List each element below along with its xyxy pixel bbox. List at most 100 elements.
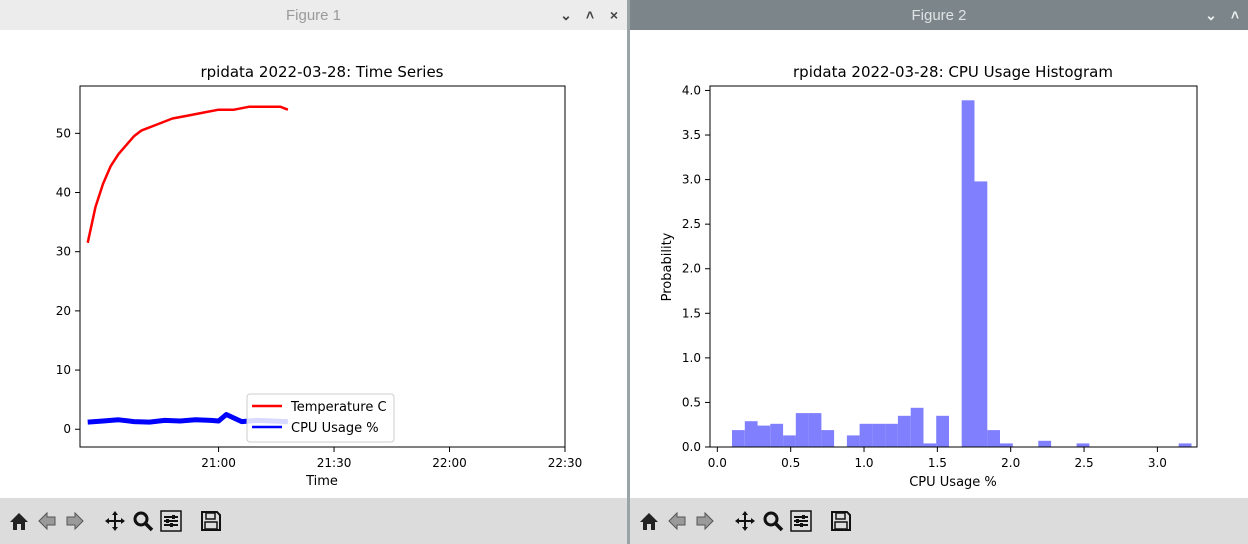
configure-subplots-button[interactable] (158, 508, 184, 534)
back-button[interactable] (34, 508, 60, 534)
histogram-bar (795, 413, 809, 447)
zoom-icon (763, 511, 784, 532)
back-button[interactable] (664, 508, 690, 534)
time-series-chart[interactable]: rpidata 2022-03-28: Time Series 0 10 20 30 4… (0, 30, 627, 498)
home-icon (640, 513, 658, 530)
window-title: Figure 2 (911, 6, 967, 24)
histogram-bar (770, 423, 784, 447)
y-tick-label: 50 (56, 126, 71, 140)
y-tick-label: 1.0 (682, 351, 701, 365)
histogram-bar (936, 415, 949, 447)
figure-2-titlebar[interactable]: Figure 2 ⌄ ˄ (630, 0, 1248, 30)
figure-1-titlebar[interactable]: Figure 1 ⌄ ˄ × (0, 0, 627, 30)
maximize-button[interactable]: ˄ (1230, 7, 1240, 23)
histogram-bar (1000, 443, 1013, 447)
x-tick-label: 21:30 (317, 456, 352, 470)
save-button[interactable] (198, 508, 224, 534)
window-divider (627, 0, 630, 544)
close-button[interactable]: × (609, 7, 619, 23)
navigation-toolbar (0, 498, 627, 544)
axes-frame (79, 85, 566, 448)
x-tick-label: 3.0 (1148, 456, 1167, 470)
histogram-bar (885, 423, 898, 447)
x-tick-label: 1.5 (928, 456, 947, 470)
x-tick-label: 22:30 (548, 456, 583, 470)
y-axis-label: Probability (660, 232, 675, 301)
histogram-bar (783, 435, 796, 447)
x-tick-label: 21:00 (201, 456, 236, 470)
figure-2-window: Figure 2 ⌄ ˄ rpidata 2022-03-28: CPU Usa… (630, 0, 1248, 544)
forward-arrow-icon (66, 511, 84, 531)
figure-1-window: Figure 1 ⌄ ˄ × rpidata 2022-03-28: Time … (0, 0, 627, 544)
histogram-bar (923, 443, 937, 447)
configure-subplots-button[interactable] (788, 508, 814, 534)
home-button[interactable] (6, 508, 32, 534)
y-tick-label: 3.0 (682, 173, 701, 187)
histogram-bar (821, 430, 835, 447)
y-tick-label: 30 (56, 245, 71, 259)
x-tick-label: 2.5 (1075, 456, 1094, 470)
save-button[interactable] (828, 508, 854, 534)
chart-title: rpidata 2022-03-28: CPU Usage Histogram (793, 63, 1113, 81)
histogram-bar (1038, 440, 1052, 447)
y-tick-label: 0 (63, 422, 71, 436)
histogram-bar (974, 181, 988, 447)
y-tick-label: 40 (56, 186, 71, 200)
histogram-bar (744, 421, 758, 447)
configure-subplots-icon (160, 510, 182, 532)
minimize-button[interactable]: ⌄ (1205, 6, 1217, 23)
histogram-bar (987, 430, 1000, 447)
pan-icon (735, 511, 755, 531)
y-tick-label: 2.5 (682, 217, 701, 231)
histogram-bar (732, 430, 745, 447)
chart-title: rpidata 2022-03-28: Time Series (200, 63, 443, 81)
zoom-button[interactable] (760, 508, 786, 534)
histogram-bar (1076, 443, 1090, 447)
y-tick-label: 3.5 (682, 128, 701, 142)
zoom-icon (133, 511, 154, 532)
y-tick-label: 2.0 (682, 262, 701, 276)
zoom-button[interactable] (130, 508, 156, 534)
x-axis-label: Time (305, 474, 338, 489)
x-axis-label: CPU Usage % (909, 475, 997, 490)
x-tick-label: 22:00 (432, 456, 467, 470)
histogram-bar (859, 423, 873, 447)
save-icon (201, 511, 221, 531)
home-button[interactable] (636, 508, 662, 534)
histogram-bar (1178, 443, 1192, 447)
minimize-button[interactable]: ⌄ (560, 6, 572, 23)
histogram-bar (846, 435, 860, 447)
legend: Temperature C CPU Usage % (246, 393, 395, 443)
axes-frame (709, 85, 1198, 448)
histogram-bar (872, 423, 886, 447)
histogram-bar (961, 100, 975, 448)
pan-icon (105, 511, 125, 531)
pan-button[interactable] (102, 508, 128, 534)
histogram-bar (757, 425, 771, 447)
back-arrow-icon (38, 511, 56, 531)
configure-subplots-icon (790, 510, 812, 532)
window-title: Figure 1 (285, 6, 342, 24)
temperature-series-line (86, 105, 289, 244)
y-tick-label: 4.0 (682, 83, 701, 97)
pan-button[interactable] (732, 508, 758, 534)
forward-arrow-icon (696, 511, 714, 531)
y-tick-label: 20 (56, 304, 71, 318)
maximize-button[interactable]: ˄ (585, 7, 595, 23)
home-icon (10, 513, 28, 530)
x-tick-label: 0.0 (708, 456, 727, 470)
y-tick-label: 1.5 (682, 306, 701, 320)
y-tick-label: 0.0 (682, 440, 701, 454)
y-tick-label: 10 (56, 363, 71, 377)
legend-label-cpu: CPU Usage % (291, 421, 379, 436)
x-tick-label: 0.5 (781, 456, 800, 470)
cpu-histogram-chart[interactable]: rpidata 2022-03-28: CPU Usage Histogram … (630, 30, 1248, 498)
y-tick-label: 0.5 (682, 395, 701, 409)
forward-button[interactable] (62, 508, 88, 534)
histogram-bar (910, 407, 924, 447)
histogram-bar (897, 415, 911, 447)
legend-label-temperature: Temperature C (290, 400, 387, 415)
navigation-toolbar (630, 498, 1248, 544)
forward-button[interactable] (692, 508, 718, 534)
back-arrow-icon (668, 511, 686, 531)
